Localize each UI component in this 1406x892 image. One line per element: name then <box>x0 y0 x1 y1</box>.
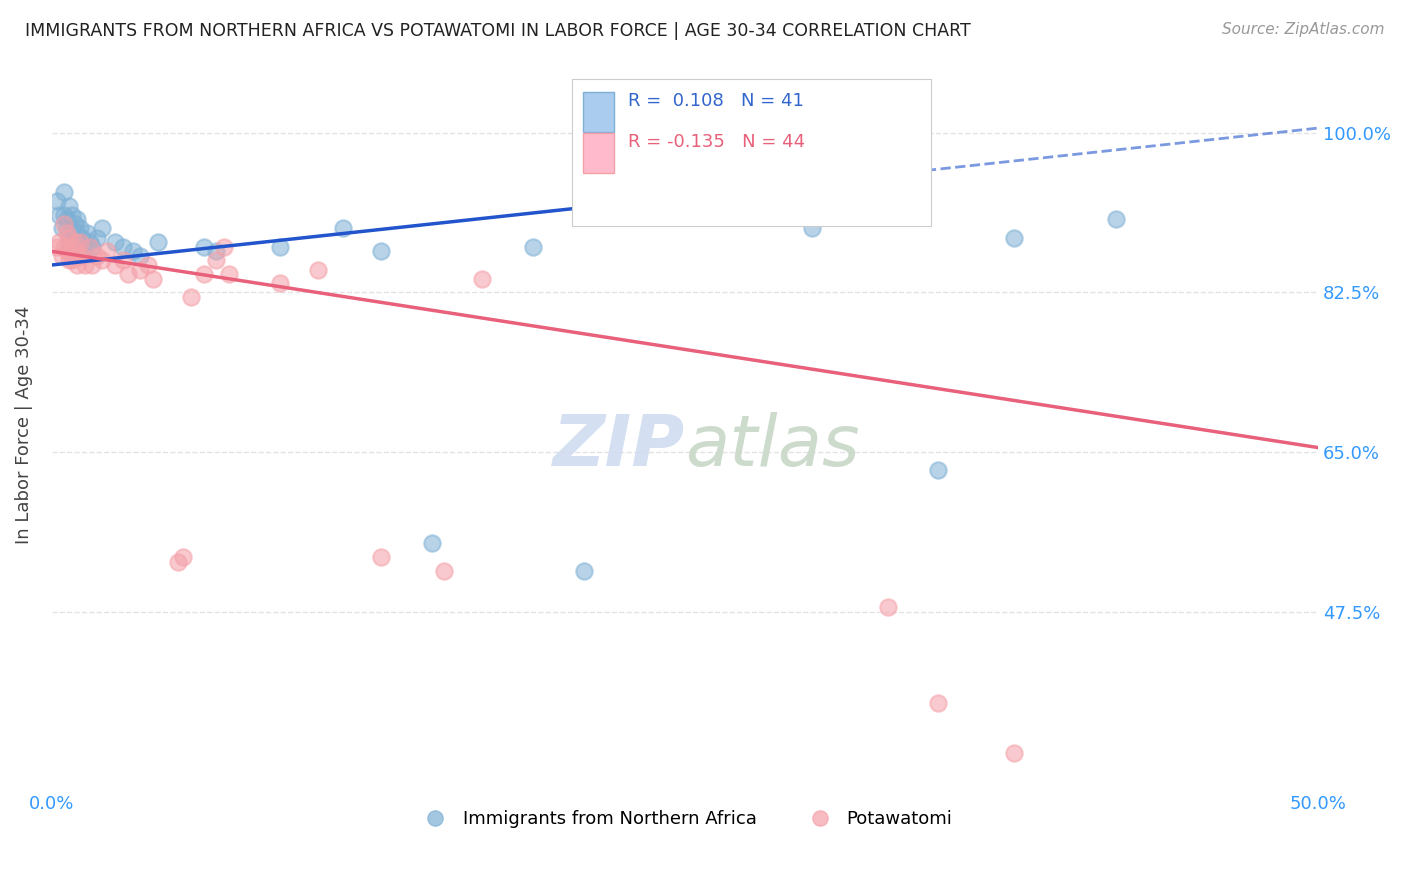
Point <box>142 271 165 285</box>
Point <box>111 253 134 268</box>
Point <box>104 258 127 272</box>
Point <box>370 550 392 565</box>
Point <box>218 267 240 281</box>
Point <box>45 240 67 254</box>
Point <box>63 217 86 231</box>
Point <box>129 249 152 263</box>
Point <box>60 253 83 268</box>
Point <box>111 240 134 254</box>
Point <box>56 221 79 235</box>
Point <box>117 267 139 281</box>
Point <box>53 217 76 231</box>
Point <box>129 262 152 277</box>
Point <box>56 212 79 227</box>
Point <box>146 235 169 250</box>
Point <box>53 185 76 199</box>
Point <box>205 253 228 268</box>
Point <box>66 258 89 272</box>
Point <box>56 244 79 259</box>
Point <box>1104 212 1126 227</box>
Text: IMMIGRANTS FROM NORTHERN AFRICA VS POTAWATOMI IN LABOR FORCE | AGE 30-34 CORRELA: IMMIGRANTS FROM NORTHERN AFRICA VS POTAW… <box>25 22 972 40</box>
Point <box>96 244 118 259</box>
Point <box>58 235 80 250</box>
Point <box>53 240 76 254</box>
Point <box>269 277 291 291</box>
Point <box>51 249 73 263</box>
Point <box>60 240 83 254</box>
Point <box>66 226 89 240</box>
Point <box>86 249 108 263</box>
Point <box>104 235 127 250</box>
Point <box>56 226 79 240</box>
Point <box>212 240 235 254</box>
Point <box>1002 747 1025 761</box>
Point <box>172 550 194 565</box>
Point <box>69 221 91 235</box>
Point <box>48 208 70 222</box>
Point <box>79 240 101 254</box>
Point <box>53 208 76 222</box>
Point <box>70 230 93 244</box>
Point <box>420 536 443 550</box>
Point <box>66 244 89 259</box>
Point <box>63 249 86 263</box>
Point <box>800 221 823 235</box>
Point <box>471 271 494 285</box>
Point <box>58 199 80 213</box>
Point <box>370 244 392 259</box>
Point <box>269 240 291 254</box>
Text: Source: ZipAtlas.com: Source: ZipAtlas.com <box>1222 22 1385 37</box>
Point <box>45 194 67 208</box>
Point <box>332 221 354 235</box>
Point <box>76 226 98 240</box>
Point <box>73 240 96 254</box>
Point <box>66 212 89 227</box>
Point <box>63 230 86 244</box>
Point <box>724 208 747 222</box>
Point <box>193 267 215 281</box>
Point <box>60 208 83 222</box>
Point <box>193 240 215 254</box>
Text: ZIP: ZIP <box>553 412 685 481</box>
Point <box>70 249 93 263</box>
Point <box>167 555 190 569</box>
Point <box>91 253 114 268</box>
Point <box>307 262 329 277</box>
Point <box>121 244 143 259</box>
Point <box>58 230 80 244</box>
Point <box>63 235 86 250</box>
Legend: Immigrants from Northern Africa, Potawatomi: Immigrants from Northern Africa, Potawat… <box>411 803 960 836</box>
Point <box>79 235 101 250</box>
Point <box>136 258 159 272</box>
Point <box>927 696 949 710</box>
Point <box>433 564 456 578</box>
Point <box>51 221 73 235</box>
Point <box>91 221 114 235</box>
Y-axis label: In Labor Force | Age 30-34: In Labor Force | Age 30-34 <box>15 306 32 544</box>
Point <box>205 244 228 259</box>
Point <box>58 253 80 268</box>
Point <box>522 240 544 254</box>
Point <box>180 290 202 304</box>
Point <box>60 221 83 235</box>
Text: atlas: atlas <box>685 412 859 481</box>
Point <box>1002 230 1025 244</box>
Text: R =  0.108   N = 41: R = 0.108 N = 41 <box>628 92 804 110</box>
Point <box>73 258 96 272</box>
Point <box>876 600 898 615</box>
Point <box>927 463 949 477</box>
Point <box>82 240 104 254</box>
Point <box>86 230 108 244</box>
Text: R = -0.135   N = 44: R = -0.135 N = 44 <box>628 133 806 151</box>
Point <box>82 258 104 272</box>
Point <box>572 564 595 578</box>
Point <box>48 235 70 250</box>
Point <box>69 235 91 250</box>
